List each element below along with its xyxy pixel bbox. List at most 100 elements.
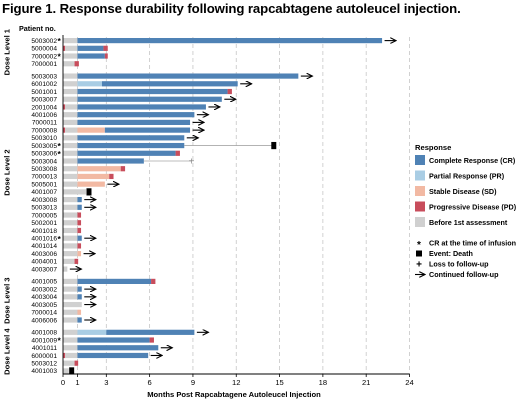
patient-id-label: 5003002 [31,38,57,45]
legend-title: Response [415,143,451,152]
x-tick-label: 18 [319,378,327,387]
patient-id-label: 5003003 [31,73,57,80]
x-tick-label: 1 [75,378,79,387]
x-tick-label: 6 [148,378,152,387]
legend-swatch-pd [415,201,425,212]
legend: Response Complete Response (CR) Partial Re… [415,143,517,279]
bar-segment-cr [77,286,82,292]
patient-id-label: 4003008 [31,197,57,204]
patient-id-label: 7000008 [31,127,57,134]
patient-id-label: 5001001 [31,89,57,96]
death-marker [69,367,75,375]
bar-segment-before [63,278,78,284]
x-axis-title: Months Post Rapcabtagene Autoleucel Inje… [147,390,321,399]
patient-id-label: 4001005 [31,279,57,286]
bar-segment-before [63,294,78,300]
legend-marker-label: CR at the time of infusion [429,239,516,248]
bar-segment-cr [101,81,238,87]
bar-segment-before [63,53,78,59]
bar-segment-before [63,329,78,335]
bar-segment-cr [77,53,105,59]
bar-segment-sd [77,309,82,315]
bar-segment-pr [77,329,107,335]
bar-segment-before [63,345,78,351]
legend-swatch-before [415,217,425,227]
patient-id-label: 7000011 [32,120,58,127]
patient-id-label: 5005001 [31,181,57,188]
legend-label: Progressive Disease (PD) [429,203,517,212]
bar-segment-before [63,158,78,164]
patient-id-label: 7000013 [31,174,57,181]
bar-segment-sd [77,166,121,172]
bar-segment-before [65,45,78,51]
dose-level-label: Dose Level 1 [3,28,12,75]
patient-id-label: 4001016 [31,236,57,243]
bar-segment-before [63,135,78,141]
x-tick-label: 0 [61,378,65,387]
bar-segment-cr [77,235,82,241]
dose-level-labels: Dose Level 1 Dose Level 2 Dose Level 3 Dose… [3,28,12,375]
bar-segment-before [63,258,75,264]
bar-segment-before [63,189,87,195]
bar-segment-cr [77,96,222,102]
legend-swatch-sd [415,186,425,196]
bar-segment-cr [106,329,195,335]
bar-segment-pd [63,45,66,51]
bar-segment-cr [77,317,82,323]
x-tick-label: 12 [232,378,240,387]
bar-segment-pd [77,220,82,226]
bar-segment-pd [63,352,66,359]
legend-plus-icon: + [416,260,422,271]
cr-at-infusion-star: * [58,336,62,346]
patient-id-label: 5003012 [31,361,57,368]
bar-segment-before [65,104,78,110]
patient-id-label: 5003010 [31,135,57,142]
patient-id-label: 4003004 [31,294,57,301]
bar-segment-sd [77,251,82,257]
ltfu-marker: + [189,157,195,168]
bar-segment-cr [104,127,191,133]
patient-id-label: 5003004 [31,158,57,165]
legend-marker-label: Event: Death [429,249,473,258]
cr-at-infusion-star: * [58,141,62,151]
patient-id-label: 4001018 [31,228,57,235]
bar-segment-before [63,61,75,67]
bar-segment-pd [151,278,156,284]
cr-at-infusion-star: * [58,149,62,159]
patient-id-label: 5000004 [31,46,57,53]
legend-star-icon: * [417,240,421,251]
bar-segment-before [63,204,78,210]
bars: + [63,38,396,375]
patient-id-label: 4001006 [31,112,57,119]
bar-segment-cr [77,345,159,351]
bar-segment-cr [77,38,383,44]
cr-at-infusion-star: * [58,234,62,244]
bar-segment-sd [77,127,105,133]
x-axis: 0 1 3 6 9 12 15 18 21 24 Months Post Rapcabtagene … [61,35,414,399]
bar-segment-before [63,212,78,218]
legend-label: Stable Disease (SD) [429,187,497,196]
bar-segment-before [63,286,78,292]
bar-segment-before [63,368,69,374]
patient-id-label: 5003005 [31,143,57,150]
bar-segment-before [63,317,78,323]
bar-segment-pd [109,173,114,180]
bar-segment-pd [103,45,108,51]
bar-segment-cr [77,119,191,125]
x-tick-label: 3 [104,378,108,387]
bar-segment-before [65,352,78,359]
bar-segment-cr [77,294,82,300]
legend-swatch-cr [415,155,425,165]
x-tick-label: 9 [191,378,195,387]
bar-segment-sd [77,181,105,187]
legend-label: Before 1st assessment [429,218,508,227]
bar-segment-before [63,112,78,118]
bar-segment-before [63,96,78,102]
patient-id-label: 4003007 [31,266,57,273]
bar-segment-before [63,243,78,249]
patient-id-label: 4001011 [32,345,58,352]
bar-segment-before [63,150,78,156]
bar-segment-pd [63,104,66,110]
grid-lines [77,37,410,374]
